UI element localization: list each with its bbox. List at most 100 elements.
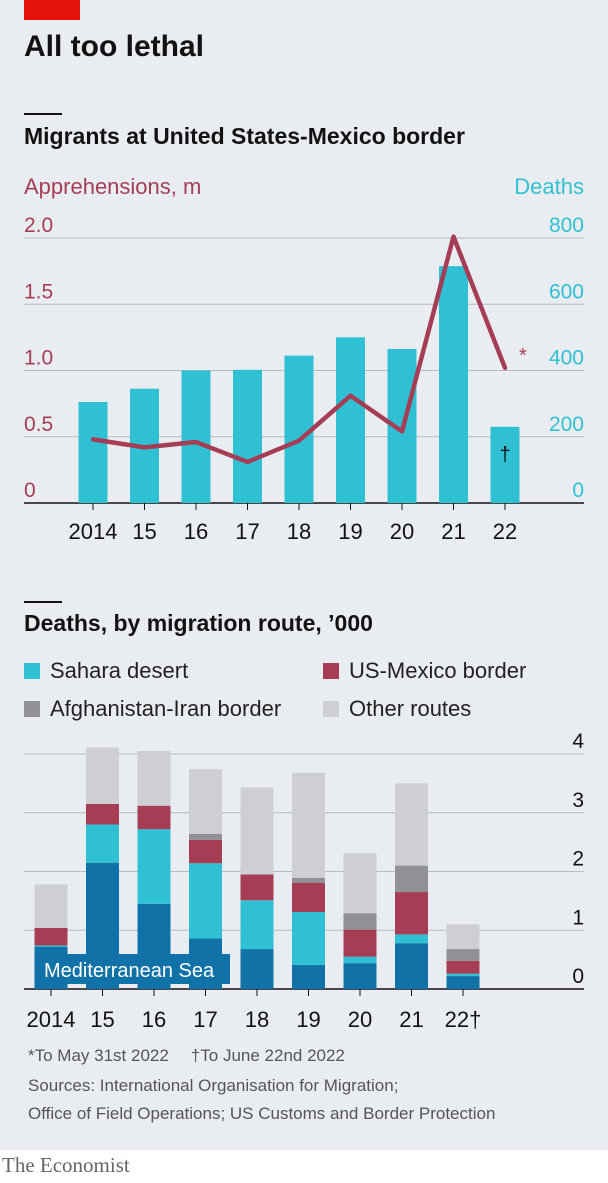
- chart2-bar-segment: [189, 863, 222, 939]
- chart2-bar-segment: [395, 783, 428, 866]
- sources-line-1: Sources: International Organisation for …: [28, 1076, 399, 1095]
- chart2-inline-label: Mediterranean Sea: [44, 960, 215, 982]
- chart2-bar-segment: [292, 772, 325, 878]
- chart2-x-tick-label: 16: [142, 1007, 166, 1032]
- legend-label-other: Other routes: [349, 696, 472, 721]
- chart2-bar-segment: [343, 913, 377, 930]
- chart2-bar-segment: [189, 839, 222, 864]
- chart2-bar-segment: [240, 874, 274, 901]
- chart1-bar: [336, 337, 365, 503]
- chart1-bar: [78, 401, 108, 503]
- chart1-line: [90, 234, 508, 465]
- chart2-bar-segment: [189, 833, 222, 840]
- chart1-x-tick-label: 2014: [69, 519, 118, 544]
- legend-item-sahara: Sahara desert: [24, 658, 188, 684]
- chart2-bar-segment: [34, 945, 68, 947]
- footnote-2: †To June 22nd 2022: [190, 1046, 345, 1065]
- chart2-bar-segment: [343, 963, 377, 989]
- legend-label-us-mexico: US-Mexico border: [349, 658, 527, 683]
- chart2-bar-segment: [137, 805, 171, 830]
- page-title: All too lethal: [24, 30, 204, 63]
- sources-line-2: Office of Field Operations; US Customs a…: [28, 1104, 496, 1123]
- chart1-x-tick-label: 17: [235, 519, 259, 544]
- chart1-x-tick-label: 22: [493, 519, 517, 544]
- chart2-bar-segment: [446, 960, 480, 974]
- chart2-bar-segment: [343, 956, 377, 964]
- footnotes: *To May 31st 2022 †To June 22nd 2022: [28, 1046, 345, 1066]
- chart2-x-tick-label: 17: [193, 1007, 217, 1032]
- chart1-bar-annotation: †: [499, 444, 510, 466]
- chart2-bar-segment: [395, 934, 428, 944]
- chart2-y-tick-label: 1: [572, 906, 584, 929]
- chart2-bar-segment: [86, 824, 119, 863]
- chart1-left-tick-label: 0.5: [24, 413, 53, 436]
- chart2-bar-segment: [395, 943, 428, 989]
- chart2-bar-segment: [240, 949, 274, 989]
- chart2-title: Deaths, by migration route, ’000: [24, 610, 373, 636]
- section-rule-2: [24, 601, 62, 603]
- chart2-bar-segment: [292, 912, 325, 965]
- chart1-x-tick-label: 20: [390, 519, 414, 544]
- chart1-right-tick-label: 800: [549, 214, 584, 237]
- chart1-bar: [490, 426, 520, 503]
- chart2-bar-segment: [34, 884, 68, 928]
- chart2-bar-segment: [395, 892, 428, 935]
- chart2-y-tick-label: 4: [572, 730, 584, 753]
- chart2-bar-segment: [446, 949, 480, 961]
- legend-item-other: Other routes: [323, 696, 471, 722]
- chart2-bar-segment: [189, 769, 222, 834]
- legend-swatch-us-mexico: [323, 663, 339, 679]
- chart2-x-tick-label: 21: [399, 1007, 423, 1032]
- chart2-bar-segment: [446, 973, 480, 977]
- chart2-bar-segment: [34, 927, 68, 946]
- chart1-x-tick-label: 19: [338, 519, 362, 544]
- chart1-left-tick-label: 0: [24, 479, 36, 502]
- chart1-right-tick-label: 600: [549, 280, 584, 303]
- chart1-left-tick-label: 1.0: [24, 347, 53, 370]
- section-rule-1: [24, 113, 62, 115]
- chart2-bar-segment: [446, 976, 480, 989]
- chart2-bar-segment: [292, 877, 325, 883]
- chart2-bar-segment: [240, 900, 274, 950]
- chart2-bar-segment: [292, 882, 325, 913]
- chart2-svg: 0 1 2 3 4 2014 15 16 17 18 19 20 21 22† Mediterranean …: [24, 730, 584, 1032]
- chart1-left-axis-label: Apprehensions, m: [24, 174, 201, 199]
- chart1-x-tick-label: 21: [441, 519, 465, 544]
- chart1-line-annotation: *: [519, 345, 527, 367]
- chart2-bar-segment: [395, 865, 428, 893]
- chart2-x-tick-label: 22†: [445, 1007, 482, 1032]
- chart1-right-tick-label: 0: [572, 479, 584, 502]
- chart2-x-tick-label: 20: [348, 1007, 372, 1032]
- chart2-bar-segment: [240, 787, 274, 875]
- chart2-bar-segment: [292, 964, 325, 989]
- brand-wordmark: The Economist: [2, 1153, 130, 1177]
- chart1-bar: [181, 370, 211, 503]
- chart1-right-tick-label: 400: [549, 347, 584, 370]
- chart1-svg: Apprehensions, m Deaths 0 0.5 1.0 1.5 2.0 0 200 4…: [24, 174, 584, 544]
- legend-label-afghanistan-iran: Afghanistan-Iran border: [50, 696, 282, 721]
- brand-red-tag: [24, 0, 80, 20]
- legend-item-us-mexico: US-Mexico border: [323, 658, 526, 684]
- chart1-bar: [233, 369, 262, 503]
- chart2-bar-segment: [137, 829, 171, 904]
- chart2-bar-segment: [343, 929, 377, 957]
- legend-swatch-sahara: [24, 663, 40, 679]
- chart1-x-tick-label: 18: [287, 519, 311, 544]
- chart1-right-tick-label: 200: [549, 413, 584, 436]
- chart2-y-tick-label: 0: [572, 965, 584, 988]
- chart2-x-tick-label: 2014: [27, 1007, 76, 1032]
- chart1-x-tick-label: 15: [132, 519, 156, 544]
- chart2-y-tick-label: 2: [572, 848, 584, 871]
- legend-swatch-afghanistan-iran: [24, 701, 40, 717]
- chart2-bar-segment: [86, 747, 119, 804]
- chart2-bar-segment: [343, 853, 377, 914]
- legend-swatch-other: [323, 701, 339, 717]
- legend-label-sahara: Sahara desert: [50, 658, 189, 683]
- footnote-1: *To May 31st 2022: [28, 1046, 169, 1065]
- chart1-title: Migrants at United States-Mexico border: [24, 123, 465, 149]
- chart2-y-tick-label: 3: [572, 789, 584, 812]
- chart2-inline-label-background: [36, 954, 230, 984]
- chart2-x-tick-label: 15: [90, 1007, 114, 1032]
- chart1-left-tick-label: 1.5: [24, 280, 53, 303]
- chart1-bar: [439, 266, 468, 503]
